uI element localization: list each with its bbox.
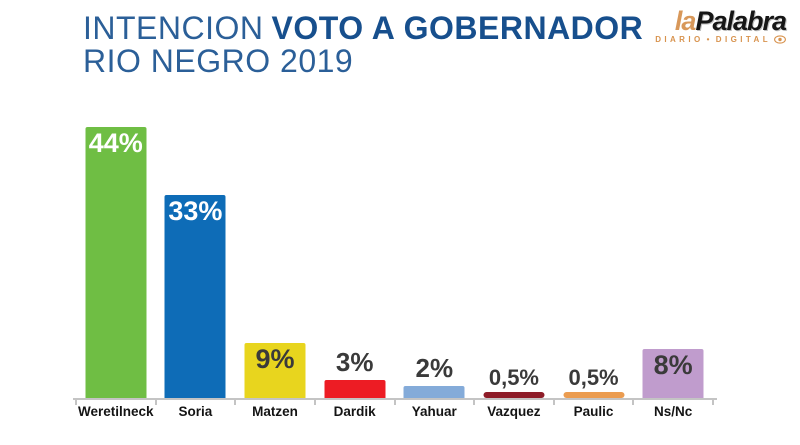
title-light-part: INTENCION (83, 10, 264, 46)
logo-tagline-diario: DIARIO (655, 35, 704, 44)
axis-tick (393, 400, 396, 405)
category-label-vazquez: Vazquez (487, 404, 541, 419)
plot-area: 44% 33% 9% 3% 2% 0,5% 0,5% 8% (73, 100, 717, 405)
bar-slot-weretilneck: 44% (76, 100, 156, 398)
category-label-ns-nc: Ns/Nc (654, 404, 693, 419)
value-label-weretilneck: 44% (88, 128, 143, 158)
category-label-yahuar: Yahuar (411, 404, 457, 419)
value-label-dardik: 3% (335, 347, 374, 378)
value-label-soria: 33% (168, 195, 223, 226)
title-line2: RIO NEGRO 2019 (83, 43, 354, 79)
bar-slot-paulic: 0,5% (554, 100, 634, 398)
title-line1: INTENCION VOTO A GOBERNADOR (83, 12, 643, 45)
logo-tagline-digital: DIGITAL (715, 35, 771, 44)
category-label-paulic: Paulic (573, 404, 614, 419)
bar-slot-yahuar: 2% (395, 100, 475, 398)
category-label-dardik: Dardik (333, 404, 376, 419)
logo-tagline-dot: • (706, 35, 713, 44)
bar-matzen (244, 342, 306, 398)
axis-tick (632, 400, 635, 405)
category-label-soria: Soria (178, 404, 213, 419)
page-title: INTENCION VOTO A GOBERNADOR RIO NEGRO 201… (83, 12, 643, 78)
axis-tick (712, 400, 714, 405)
axis-tick (234, 400, 237, 405)
bar-slot-matzen: 9% (235, 100, 315, 398)
bar-yahuar (403, 385, 465, 398)
axis-tick (313, 400, 316, 405)
axis-tick (75, 400, 77, 405)
bar-dardik (324, 379, 386, 398)
value-label-yahuar: 2% (415, 353, 454, 384)
bar-paulic (563, 392, 625, 398)
value-label-matzen: 9% (255, 343, 295, 374)
bar-slot-soria: 33% (156, 100, 236, 398)
axis-tick (473, 400, 476, 405)
bar-vazquez (483, 392, 545, 398)
logo-name-palabra: Palabra (695, 6, 787, 36)
logo-name-la: la (674, 6, 697, 36)
bar-weretilneck (85, 127, 147, 398)
bar-slot-dardik: 3% (315, 100, 395, 398)
logo-tagline: DIARIO • DIGITAL (655, 35, 786, 44)
bar-slot-vazquez: 0,5% (474, 100, 554, 398)
axis-tick (154, 400, 157, 405)
value-label-ns-nc: 8% (653, 349, 693, 380)
axis-tick (552, 400, 555, 405)
bar-ns-nc (642, 348, 704, 398)
category-label-matzen: Matzen (252, 404, 298, 419)
la-palabra-logo: laPalabra DIARIO • DIGITAL (655, 6, 787, 45)
value-label-vazquez: 0,5% (488, 364, 539, 390)
eye-icon (774, 35, 786, 44)
value-label-paulic: 0,5% (568, 364, 619, 390)
bar-soria (164, 194, 226, 398)
category-label-weretilneck: Weretilneck (78, 404, 154, 419)
x-axis (73, 398, 717, 400)
bar-slot-ns-nc: 8% (633, 100, 713, 398)
category-labels: Weretilneck Soria Matzen Dardik Yahuar Vazque… (76, 404, 713, 424)
logo-name: laPalabra (655, 6, 787, 36)
title-bold-part: VOTO A GOBERNADOR (271, 10, 644, 46)
